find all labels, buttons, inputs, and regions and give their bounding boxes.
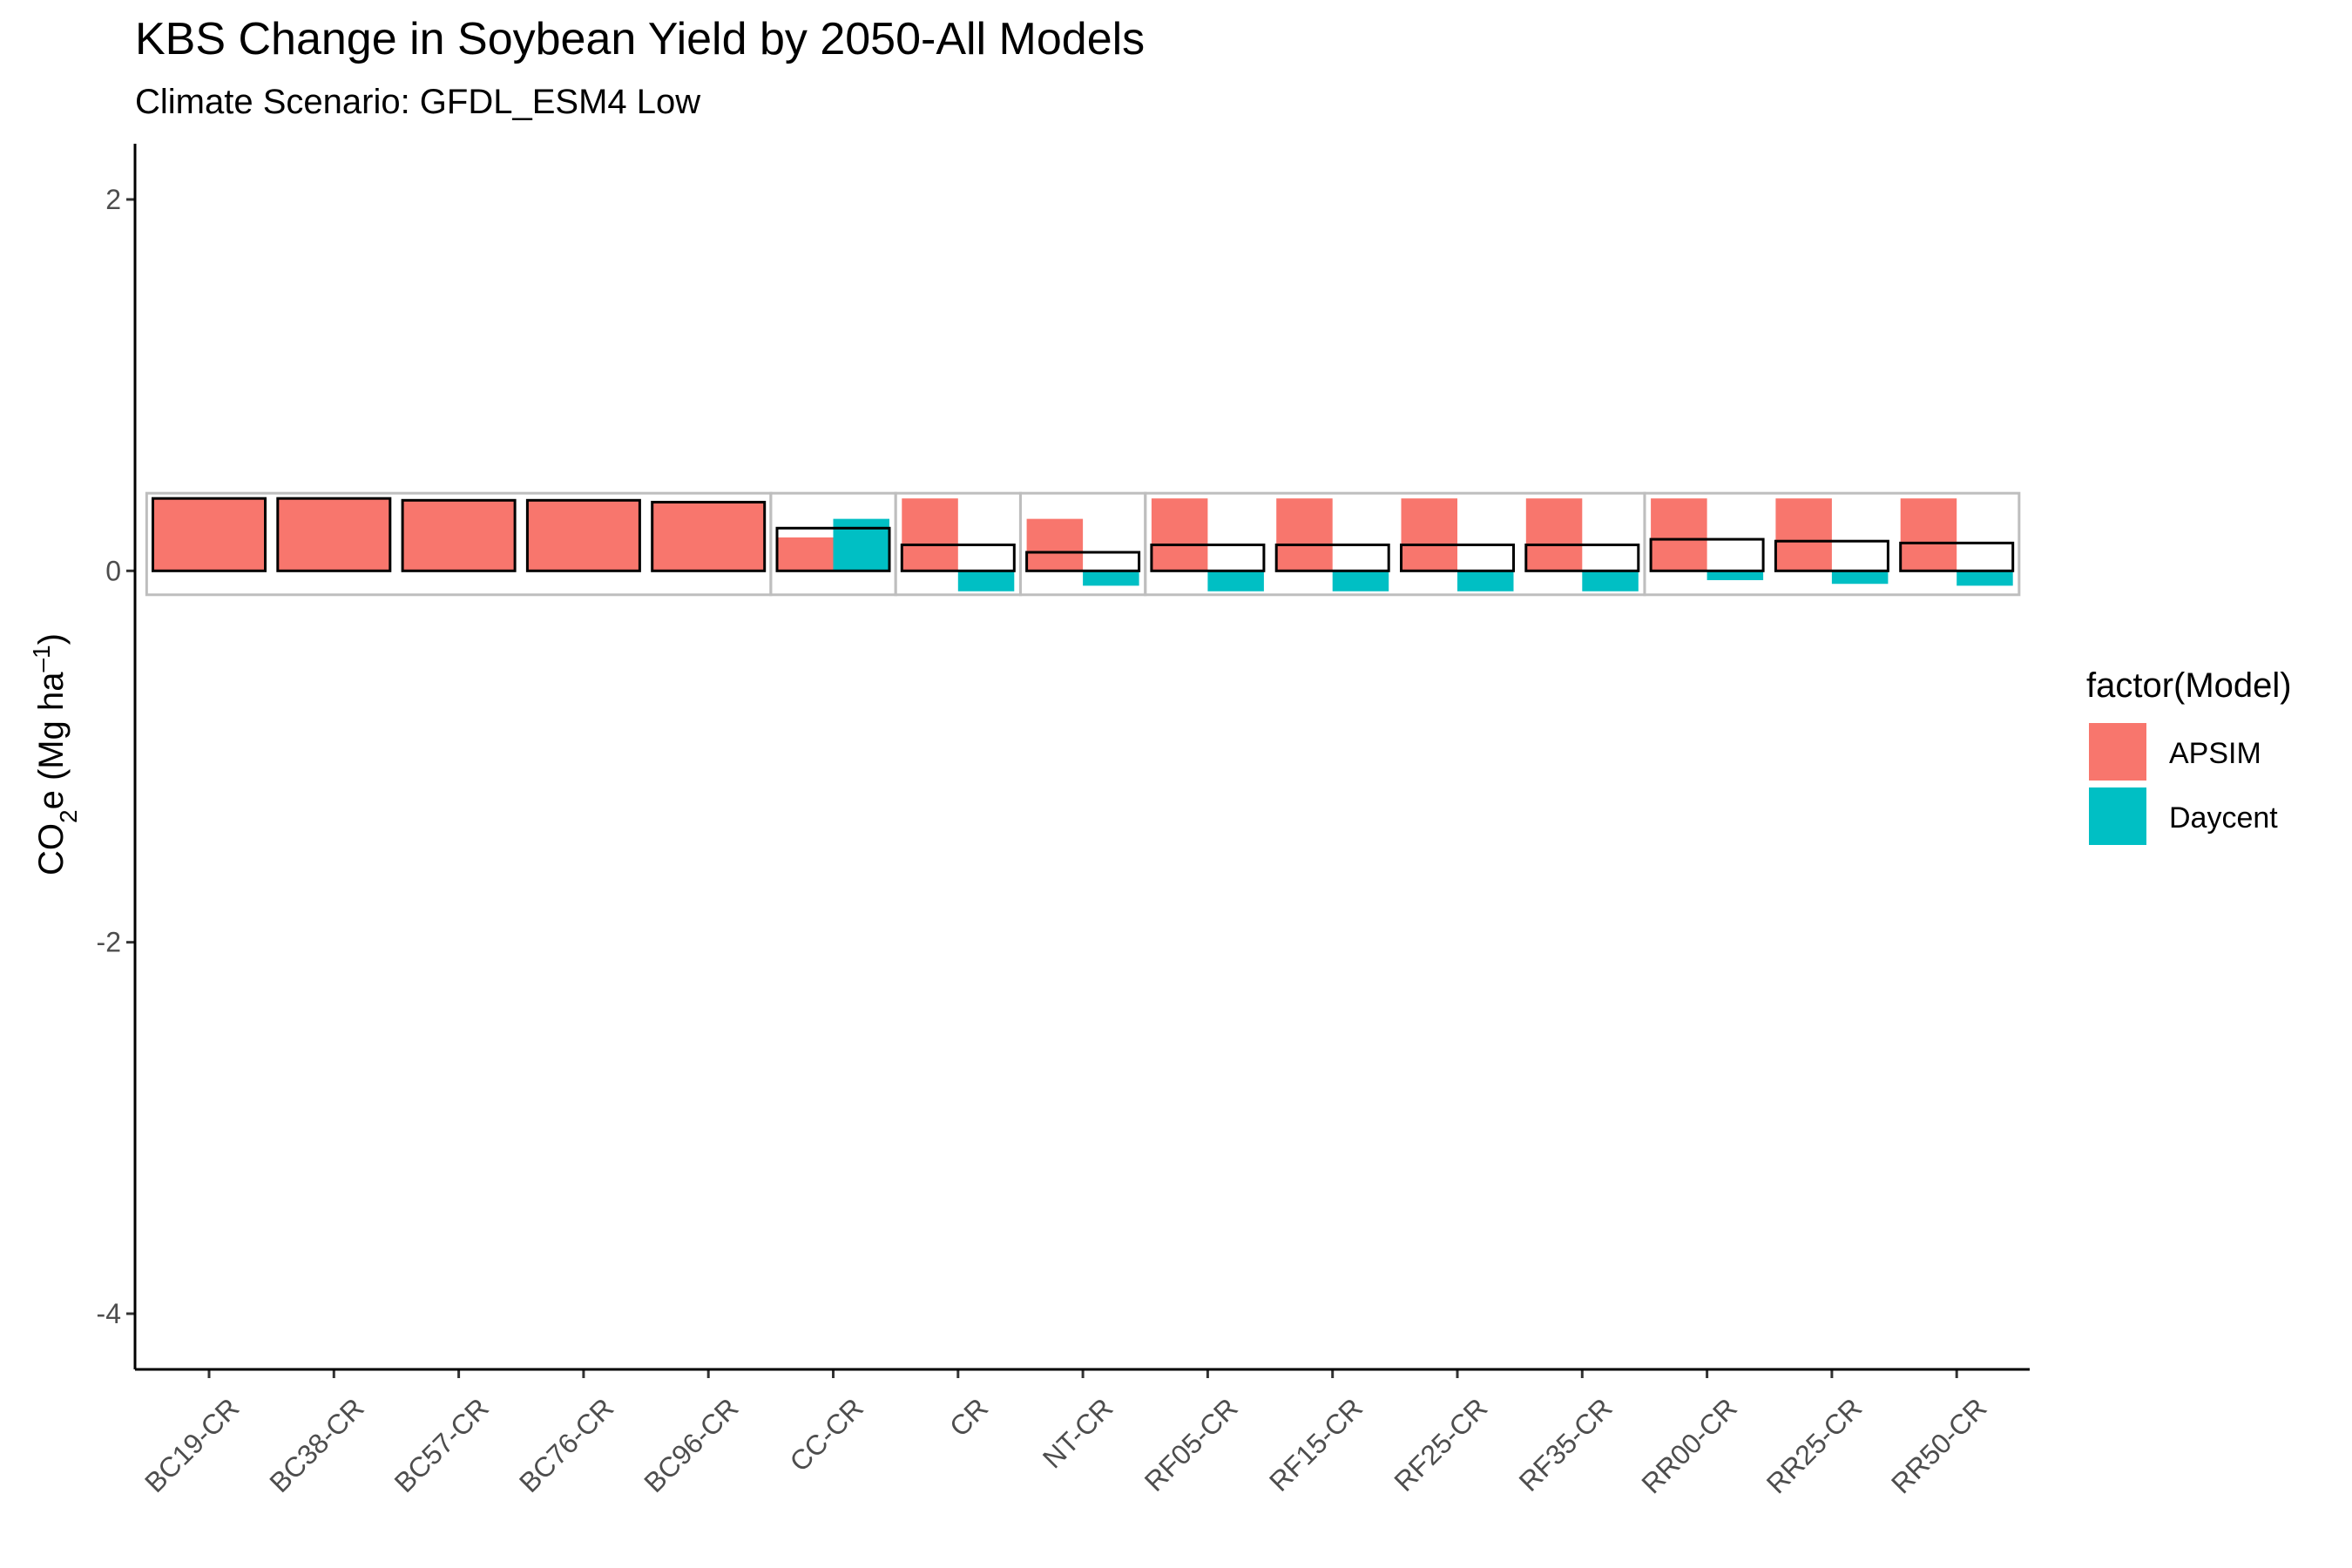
- bar-apsim-nt-cr: [1026, 518, 1084, 571]
- y-tick-label: 0: [105, 555, 121, 586]
- mean-outline-rr00-cr: [1649, 537, 1765, 572]
- x-tick-label: CR: [943, 1392, 994, 1443]
- bar-apsim-rf05-cr: [1151, 498, 1208, 571]
- x-tick-label: RR50-CR: [1885, 1392, 1993, 1500]
- x-tick-label: BC19-CR: [139, 1392, 245, 1498]
- x-tick-label: NT-CR: [1037, 1392, 1119, 1475]
- chart-title: KBS Change in Soybean Yield by 2050-All …: [135, 14, 1145, 64]
- group-boxes: [145, 491, 2021, 597]
- y-axis-ticks: 2 0 -2 -4: [97, 184, 135, 1329]
- legend-label-daycent: Daycent: [2169, 801, 2278, 835]
- x-axis-labels: BC19-CR BC38-CR BC57-CR BC76-CR BC96-CR CC-CR…: [139, 1369, 1993, 1500]
- bar-apsim-bc38-cr: [277, 498, 390, 571]
- bar-apsim-bc57-cr: [402, 500, 516, 571]
- bar-apsim-rr00-cr: [1651, 498, 1707, 571]
- bars: [152, 498, 2013, 591]
- bar-daycent-rr50-cr: [1957, 571, 2013, 586]
- mean-outline-layer: [152, 497, 2015, 572]
- x-tick-label: BC76-CR: [513, 1392, 619, 1498]
- x-tick-label: RR00-CR: [1635, 1392, 1743, 1500]
- bar-apsim-cc-cr: [777, 537, 834, 571]
- bar-apsim-bc96-cr: [652, 502, 765, 571]
- x-tick-label: BC96-CR: [638, 1392, 744, 1498]
- bar-apsim-rf25-cr: [1401, 498, 1457, 571]
- group-box: [1643, 491, 2021, 597]
- bar-daycent-cc-cr: [833, 518, 889, 571]
- bar-daycent-rf25-cr: [1457, 571, 1514, 591]
- mean-outline-bc57-cr: [401, 498, 517, 572]
- y-tick-label: -4: [97, 1298, 121, 1329]
- mean-outline-rf15-cr: [1274, 543, 1390, 572]
- chart-subtitle: Climate Scenario: GFDL_ESM4 Low: [135, 83, 700, 121]
- bar-apsim-bc19-cr: [152, 498, 266, 571]
- x-tick-label: RF05-CR: [1139, 1392, 1244, 1497]
- x-tick-label: BC57-CR: [389, 1392, 495, 1498]
- mean-outline-bc96-cr: [651, 500, 767, 572]
- y-tick-label: 2: [105, 184, 121, 215]
- x-tick-label: BC38-CR: [263, 1392, 369, 1498]
- mean-outline-rr50-cr: [1899, 541, 2015, 572]
- bar-daycent-nt-cr: [1083, 571, 1139, 586]
- bar-apsim-rf15-cr: [1276, 498, 1333, 571]
- legend-swatch-apsim: [2089, 723, 2146, 781]
- x-tick-label: CC-CR: [784, 1392, 869, 1477]
- mean-outline-rr25-cr: [1774, 539, 1889, 572]
- legend: factor(Model) APSIM Daycent: [2086, 666, 2292, 845]
- x-tick-label: RF15-CR: [1263, 1392, 1369, 1497]
- bar-apsim-rr50-cr: [1900, 498, 1957, 571]
- mean-outline-bc19-cr: [152, 497, 267, 572]
- mean-outline-rf25-cr: [1400, 543, 1515, 572]
- bar-daycent-cr: [957, 571, 1015, 591]
- mean-outline-rf35-cr: [1524, 543, 1640, 572]
- bar-apsim-cr: [902, 498, 958, 571]
- x-tick-label: RF25-CR: [1388, 1392, 1493, 1497]
- bar-daycent-rf05-cr: [1207, 571, 1264, 591]
- bar-daycent-rf15-cr: [1332, 571, 1389, 591]
- y-tick-label: -2: [97, 927, 121, 958]
- bar-apsim-rf35-cr: [1525, 498, 1583, 571]
- mean-outline-nt-cr: [1025, 551, 1141, 572]
- x-tick-label: RF35-CR: [1513, 1392, 1619, 1497]
- y-axis-title: CO2e (Mg ha–1): [28, 633, 82, 875]
- legend-label-apsim: APSIM: [2169, 737, 2261, 770]
- bar-daycent-rr25-cr: [1831, 571, 1889, 585]
- mean-outline-bc38-cr: [276, 497, 392, 572]
- x-tick-label: RR25-CR: [1761, 1392, 1869, 1500]
- bar-apsim-bc76-cr: [527, 500, 640, 571]
- legend-title: factor(Model): [2086, 666, 2292, 705]
- bar-daycent-rr00-cr: [1707, 571, 1764, 580]
- mean-outline-cr: [900, 543, 1016, 572]
- mean-outline-rf05-cr: [1150, 543, 1266, 572]
- legend-swatch-daycent: [2089, 787, 2146, 845]
- mean-outline-cc-cr: [775, 526, 891, 572]
- bar-apsim-rr25-cr: [1775, 498, 1832, 571]
- bar-daycent-rf35-cr: [1582, 571, 1639, 591]
- mean-outline-bc76-cr: [525, 498, 641, 572]
